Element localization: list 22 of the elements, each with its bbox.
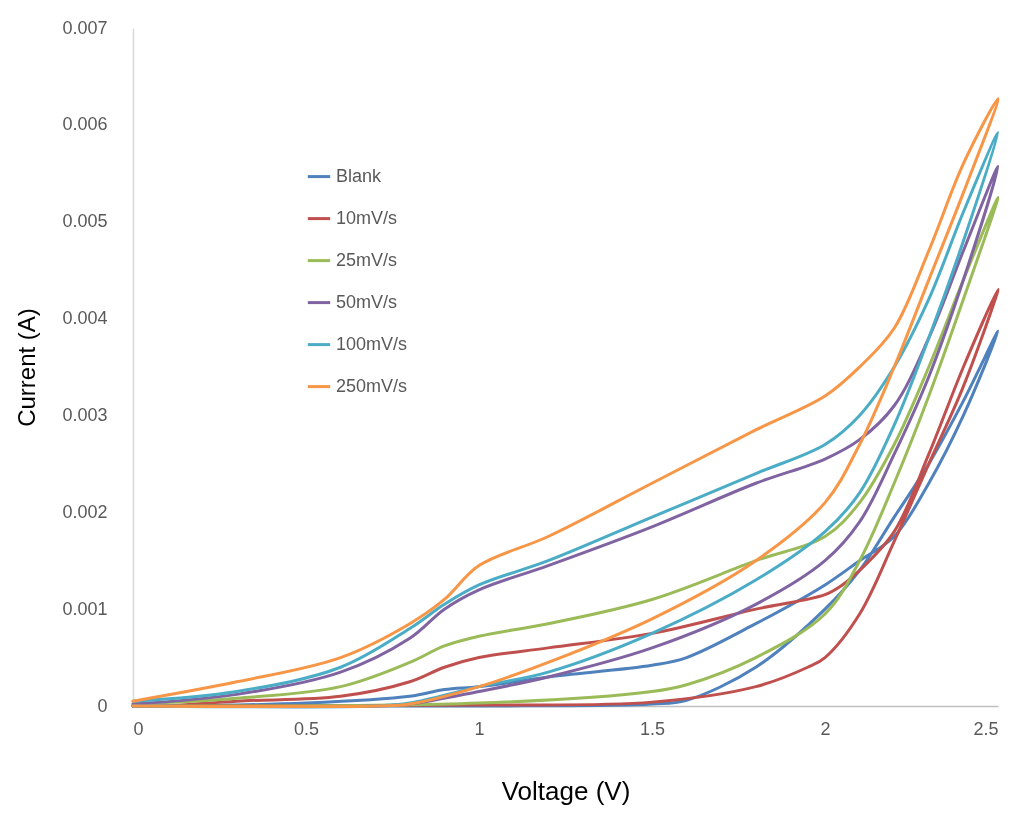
y-tick-label: 0.007 [62, 17, 108, 38]
y-tick-label: 0.001 [62, 598, 108, 619]
legend-label: 100mV/s [336, 333, 408, 354]
legend-label: 250mV/s [336, 375, 408, 396]
legend-label: 25mV/s [336, 249, 398, 270]
legend-label: 50mV/s [336, 291, 398, 312]
y-tick-label: 0.006 [62, 114, 108, 135]
legend-label: 10mV/s [336, 207, 398, 228]
x-tick-label: 0 [133, 718, 144, 739]
x-tick-label: 2 [820, 718, 831, 739]
y-tick-label: 0.003 [62, 404, 108, 425]
y-tick-label: 0.004 [62, 308, 108, 329]
x-axis-title: Voltage (V) [501, 775, 631, 806]
y-tick-label: 0.005 [62, 211, 108, 232]
x-tick-label: 2.5 [973, 718, 999, 739]
y-axis-title: Current (A) [13, 308, 41, 427]
x-tick-label: 1.5 [639, 718, 666, 739]
legend-label: Blank [336, 165, 383, 186]
y-tick-label: 0 [97, 695, 108, 716]
y-tick-label: 0.002 [62, 501, 108, 522]
x-tick-label: 0.5 [293, 718, 320, 739]
x-tick-label: 1 [474, 718, 485, 739]
